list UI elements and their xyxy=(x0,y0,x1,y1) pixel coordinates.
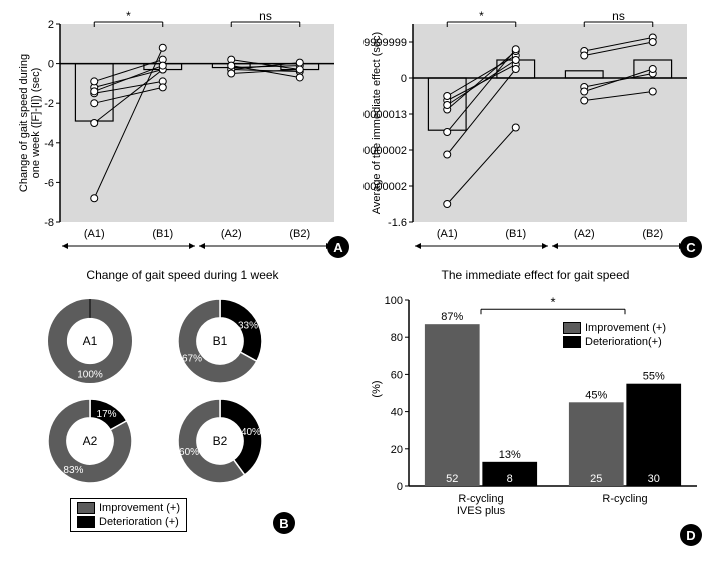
svg-text:83%: 83% xyxy=(63,465,83,476)
svg-text:A2: A2 xyxy=(83,434,98,448)
svg-text:*: * xyxy=(126,10,131,23)
panel-b-title: Change of gait speed during 1 week xyxy=(10,268,355,282)
svg-text:(B2): (B2) xyxy=(642,228,663,240)
y-axis-label: (%) xyxy=(371,296,383,482)
svg-text:-0.8000000000000002: -0.8000000000000002 xyxy=(363,145,407,157)
panel-d-title: The immediate effect for gait speed xyxy=(363,268,708,282)
panel-b-legend: Improvement (+) Deterioration (+) xyxy=(70,498,187,532)
svg-text:-0.40000000000000013: -0.40000000000000013 xyxy=(363,109,407,121)
svg-text:80: 80 xyxy=(391,332,403,344)
svg-text:-1.2000000000000002: -1.2000000000000002 xyxy=(363,181,407,193)
svg-text:33%: 33% xyxy=(238,320,258,331)
svg-text:(B1): (B1) xyxy=(505,228,526,240)
svg-text:(A1): (A1) xyxy=(84,228,105,240)
panel-a: -8 -6 -4 -2 0 2 (A1) (B1) (A2) (B2) * ns Change of g… xyxy=(10,10,355,260)
legend-item: Deterioration(+) xyxy=(563,336,666,348)
svg-text:R-cycling: R-cycling xyxy=(458,493,503,505)
svg-text:B2: B2 xyxy=(213,434,228,448)
svg-text:8: 8 xyxy=(507,473,513,485)
svg-text:(B1): (B1) xyxy=(152,228,173,240)
svg-text:45%: 45% xyxy=(585,389,607,401)
svg-text:(A2): (A2) xyxy=(574,228,595,240)
svg-text:*: * xyxy=(550,294,555,309)
svg-text:-6: -6 xyxy=(44,177,54,189)
svg-text:87%: 87% xyxy=(441,311,463,323)
svg-text:(A1): (A1) xyxy=(437,228,458,240)
panel-d-legend: Improvement (+) Deterioration(+) xyxy=(563,322,666,348)
svg-text:0: 0 xyxy=(48,59,54,71)
svg-text:40%: 40% xyxy=(241,427,261,438)
svg-text:60: 60 xyxy=(391,369,403,381)
panel-c: -1.6 -1.2000000000000002 -0.80000000000000… xyxy=(363,10,708,260)
svg-text:A1: A1 xyxy=(83,334,98,348)
panel-d: The immediate effect for gait speed 0 20 40… xyxy=(363,268,708,558)
panel-indicator-icon: D xyxy=(680,524,702,546)
svg-text:13%: 13% xyxy=(499,449,521,461)
svg-text:ns: ns xyxy=(259,10,272,23)
svg-text:67%: 67% xyxy=(182,354,202,365)
svg-text:52: 52 xyxy=(446,473,458,485)
y-axis-label: Change of gait speed duringone week ([F]… xyxy=(18,24,42,222)
panel-indicator-icon: B xyxy=(273,512,295,534)
svg-text:40: 40 xyxy=(391,407,403,419)
svg-text:55%: 55% xyxy=(643,371,665,383)
svg-text:IVES plus: IVES plus xyxy=(457,505,506,517)
svg-text:0: 0 xyxy=(401,73,407,85)
svg-text:2: 2 xyxy=(48,19,54,31)
svg-text:B1: B1 xyxy=(213,334,228,348)
legend-item: Improvement (+) xyxy=(563,322,666,334)
y-axis-label: Average of the immediate effect (sec) xyxy=(371,24,383,222)
panel-indicator-icon: C xyxy=(680,236,702,258)
svg-text:0: 0 xyxy=(397,481,403,493)
svg-text:100%: 100% xyxy=(77,370,103,381)
svg-text:ns: ns xyxy=(612,10,625,23)
svg-text:25: 25 xyxy=(590,473,602,485)
legend-deterioration: Deterioration (+) xyxy=(77,516,180,528)
panel-indicator-icon: A xyxy=(327,236,349,258)
svg-text:-4: -4 xyxy=(44,138,54,150)
svg-text:0.3999999999999999: 0.3999999999999999 xyxy=(363,37,407,49)
panel-b: Change of gait speed during 1 week A1 100%… xyxy=(10,268,355,558)
svg-text:60%: 60% xyxy=(179,447,199,458)
svg-text:20: 20 xyxy=(391,444,403,456)
svg-text:(A2): (A2) xyxy=(221,228,242,240)
svg-text:*: * xyxy=(479,10,484,23)
svg-text:-8: -8 xyxy=(44,217,54,229)
svg-text:R-cycling: R-cycling xyxy=(602,493,647,505)
legend-improvement: Improvement (+) xyxy=(77,502,180,514)
svg-text:(B2): (B2) xyxy=(289,228,310,240)
svg-text:30: 30 xyxy=(648,473,660,485)
svg-text:-1.6: -1.6 xyxy=(388,217,407,229)
svg-text:-2: -2 xyxy=(44,98,54,110)
svg-text:17%: 17% xyxy=(97,409,117,420)
svg-text:100: 100 xyxy=(385,295,403,307)
